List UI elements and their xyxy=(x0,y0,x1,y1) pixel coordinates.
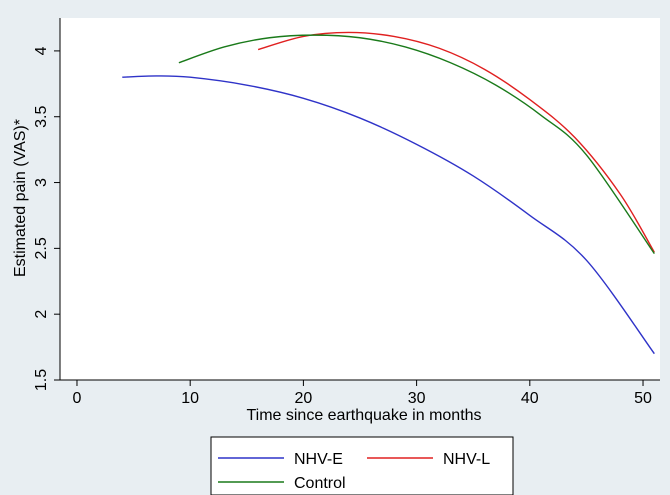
series-line-control xyxy=(178,34,655,255)
y-tick-label: 4 xyxy=(33,46,50,55)
x-tick-label: 30 xyxy=(408,390,426,407)
legend-label-nhv-e: NHV-E xyxy=(294,451,343,468)
x-tick-label: 20 xyxy=(294,390,312,407)
y-tick-label: 1.5 xyxy=(33,369,50,391)
legend-label-control: Control xyxy=(294,475,346,492)
x-tick-label: 10 xyxy=(181,390,199,407)
y-tick-label: 3.5 xyxy=(33,106,50,128)
legend-box xyxy=(210,436,514,495)
series-line-nhv-l xyxy=(257,31,655,253)
plot-area xyxy=(60,18,660,380)
x-axis-label: Time since earthquake in months xyxy=(246,407,481,424)
x-tick-label: 50 xyxy=(634,390,652,407)
legend-items: NHV-E NHV-L Control xyxy=(218,451,490,492)
y-axis-label: Estimated pain (VAS)* xyxy=(12,119,29,277)
y-ticks: 1.5 2 2.5 3 3.5 4 xyxy=(33,46,60,391)
x-ticks: 0 10 20 30 40 50 xyxy=(73,380,652,407)
series-line-nhv-e xyxy=(122,75,655,355)
series-lines xyxy=(122,31,655,355)
legend: NHV-E NHV-L Control xyxy=(210,436,514,495)
legend-label-nhv-l: NHV-L xyxy=(443,451,490,468)
axes xyxy=(59,18,660,381)
y-tick-label: 2.5 xyxy=(33,237,50,259)
y-tick-label: 2 xyxy=(33,310,50,319)
x-tick-label: 0 xyxy=(73,390,82,407)
y-tick-label: 3 xyxy=(33,178,50,187)
x-tick-label: 40 xyxy=(521,390,539,407)
